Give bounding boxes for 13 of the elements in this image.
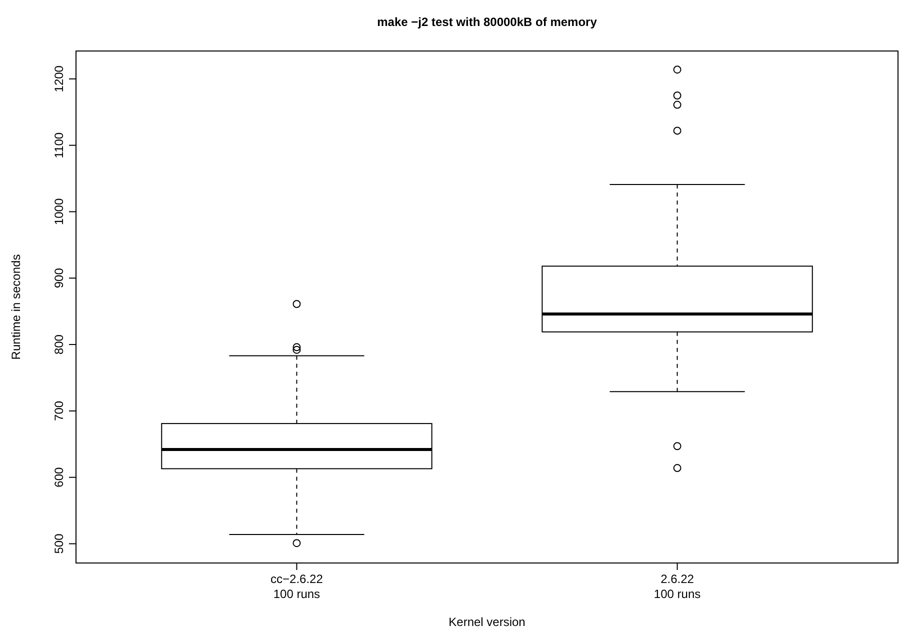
y-tick-label: 800 [52,334,66,355]
y-tick-label: 1000 [52,198,66,226]
chart-title: make −j2 test with 80000kB of memory [377,15,598,29]
y-tick-label: 900 [52,268,66,288]
x-tick-label: 2.6.22 100 runs [654,572,701,601]
x-axis-title: Kernel version [448,615,526,629]
y-tick-label: 1200 [52,65,66,92]
y-tick-label: 600 [52,467,66,488]
y-axis-title: Runtime in seconds [9,254,23,360]
y-tick-label: 700 [52,400,66,421]
y-tick-label: 1100 [52,132,66,158]
x-tick-label: cc−2.6.22 100 runs [270,572,324,601]
y-tick-label: 500 [52,533,66,554]
